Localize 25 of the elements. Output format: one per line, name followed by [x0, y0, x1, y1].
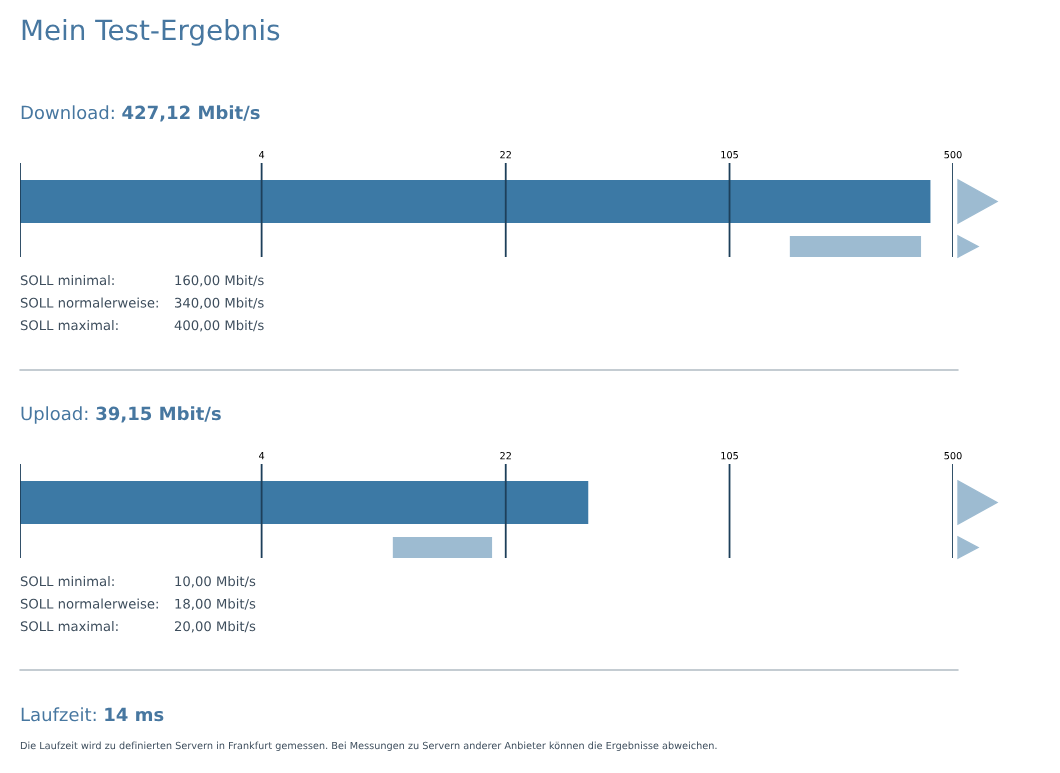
chart-subtitle: Download: 427,12 Mbit/s: [21, 105, 260, 122]
text: SOLL minimal:: [20, 274, 114, 286]
x-tick-label: 500: [944, 451, 962, 460]
x-tick-label: 500: [944, 150, 962, 159]
text: 20,00 Mbit/s: [174, 620, 256, 633]
x-tick-label: 22: [500, 451, 511, 460]
x-tick-label: 105: [721, 451, 738, 460]
text: SOLL normalerweise:: [20, 598, 158, 609]
text: SOLL maximal:: [20, 319, 118, 331]
chart-title: Upload: 39,15 Mbit/s: [21, 406, 221, 424]
x-tick-label: 4: [259, 452, 265, 460]
x-tick-label: 105: [721, 150, 738, 159]
text: 340,00 Mbit/s: [175, 297, 264, 310]
text: 160,00 Mbit/s: [175, 274, 264, 287]
text: Laufzeit: 14 ms: [21, 707, 164, 722]
text: SOLL maximal:: [20, 620, 118, 632]
text: SOLL minimal:: [20, 575, 114, 587]
text: 400,00 Mbit/s: [174, 319, 264, 332]
x-tick-label: 4: [259, 151, 265, 159]
chart-title: Mein Test-Ergebnis: [22, 18, 280, 46]
text: Die Laufzeit wird zu definierten Servern in Frankfurt gemessen. Bei Messungen zu Servern anderer Anbieter können die Ergebnisse abweichen.: [20, 741, 717, 752]
x-tick-label: 22: [500, 150, 511, 159]
text: 10,00 Mbit/s: [175, 575, 256, 588]
text: SOLL normalerweise:: [20, 297, 158, 308]
text: 18,00 Mbit/s: [175, 598, 256, 611]
